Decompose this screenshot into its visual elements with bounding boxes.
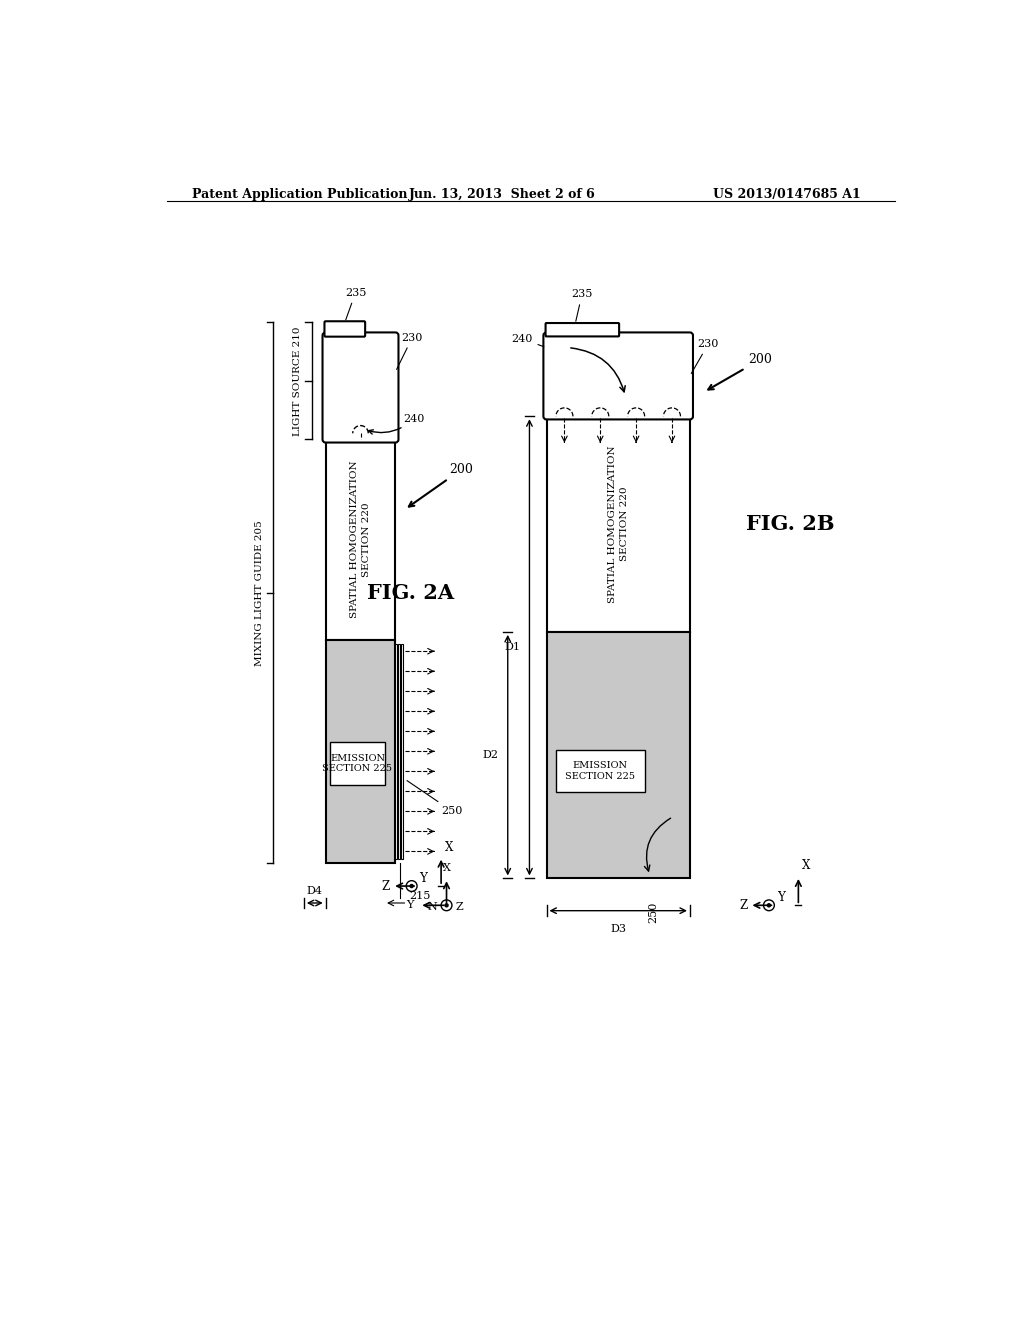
Text: Z: Z (739, 899, 748, 912)
Text: 215: 215 (409, 891, 430, 902)
Text: N: N (427, 902, 437, 912)
Text: 230: 230 (691, 339, 719, 374)
Text: X: X (442, 863, 451, 873)
Text: US 2013/0147685 A1: US 2013/0147685 A1 (713, 187, 861, 201)
FancyBboxPatch shape (323, 333, 398, 442)
Text: Y: Y (776, 891, 784, 904)
Text: 235: 235 (571, 289, 593, 321)
FancyBboxPatch shape (546, 323, 620, 337)
Bar (556, 750, 645, 792)
FancyBboxPatch shape (325, 321, 366, 337)
Text: D1: D1 (504, 643, 520, 652)
Bar (398, 644, 400, 859)
Text: Y: Y (420, 871, 427, 884)
Bar (547, 632, 690, 878)
Text: EMISSION
SECTION 225: EMISSION SECTION 225 (323, 754, 392, 774)
Text: Z: Z (382, 879, 390, 892)
Text: Z: Z (456, 902, 464, 912)
Text: X: X (802, 859, 811, 873)
Text: 240: 240 (369, 413, 425, 434)
Bar (331, 742, 385, 785)
Bar (547, 416, 690, 632)
Text: FIG. 2B: FIG. 2B (746, 515, 835, 535)
Circle shape (445, 904, 449, 907)
Text: FIG. 2A: FIG. 2A (368, 583, 455, 603)
Text: 200: 200 (709, 354, 772, 389)
Text: SPATIAL HOMOGENIZATION
SECTION 220: SPATIAL HOMOGENIZATION SECTION 220 (350, 461, 371, 618)
Text: 250: 250 (407, 780, 463, 816)
Text: 250: 250 (648, 902, 658, 923)
Bar (400, 644, 402, 859)
Text: 235: 235 (345, 288, 367, 319)
Bar (326, 640, 395, 863)
Text: Patent Application Publication: Patent Application Publication (191, 187, 408, 201)
Text: D3: D3 (610, 924, 627, 933)
Bar (395, 644, 397, 859)
Text: 240: 240 (511, 334, 544, 347)
Circle shape (767, 904, 770, 907)
FancyBboxPatch shape (544, 333, 693, 420)
Text: SPATIAL HOMOGENIZATION
SECTION 220: SPATIAL HOMOGENIZATION SECTION 220 (608, 445, 629, 603)
Text: MIXING LIGHT GUIDE 205: MIXING LIGHT GUIDE 205 (255, 520, 263, 665)
Text: D4: D4 (307, 886, 323, 896)
Text: Jun. 13, 2013  Sheet 2 of 6: Jun. 13, 2013 Sheet 2 of 6 (409, 187, 595, 201)
Bar (326, 440, 395, 640)
Text: LIGHT SOURCE 210: LIGHT SOURCE 210 (293, 326, 302, 436)
Text: X: X (445, 841, 454, 854)
Text: D2: D2 (482, 750, 499, 760)
Text: EMISSION
SECTION 225: EMISSION SECTION 225 (565, 762, 635, 780)
Text: 230: 230 (396, 333, 423, 370)
Text: 200: 200 (409, 463, 473, 507)
Circle shape (410, 884, 414, 887)
Text: Y: Y (407, 900, 414, 911)
